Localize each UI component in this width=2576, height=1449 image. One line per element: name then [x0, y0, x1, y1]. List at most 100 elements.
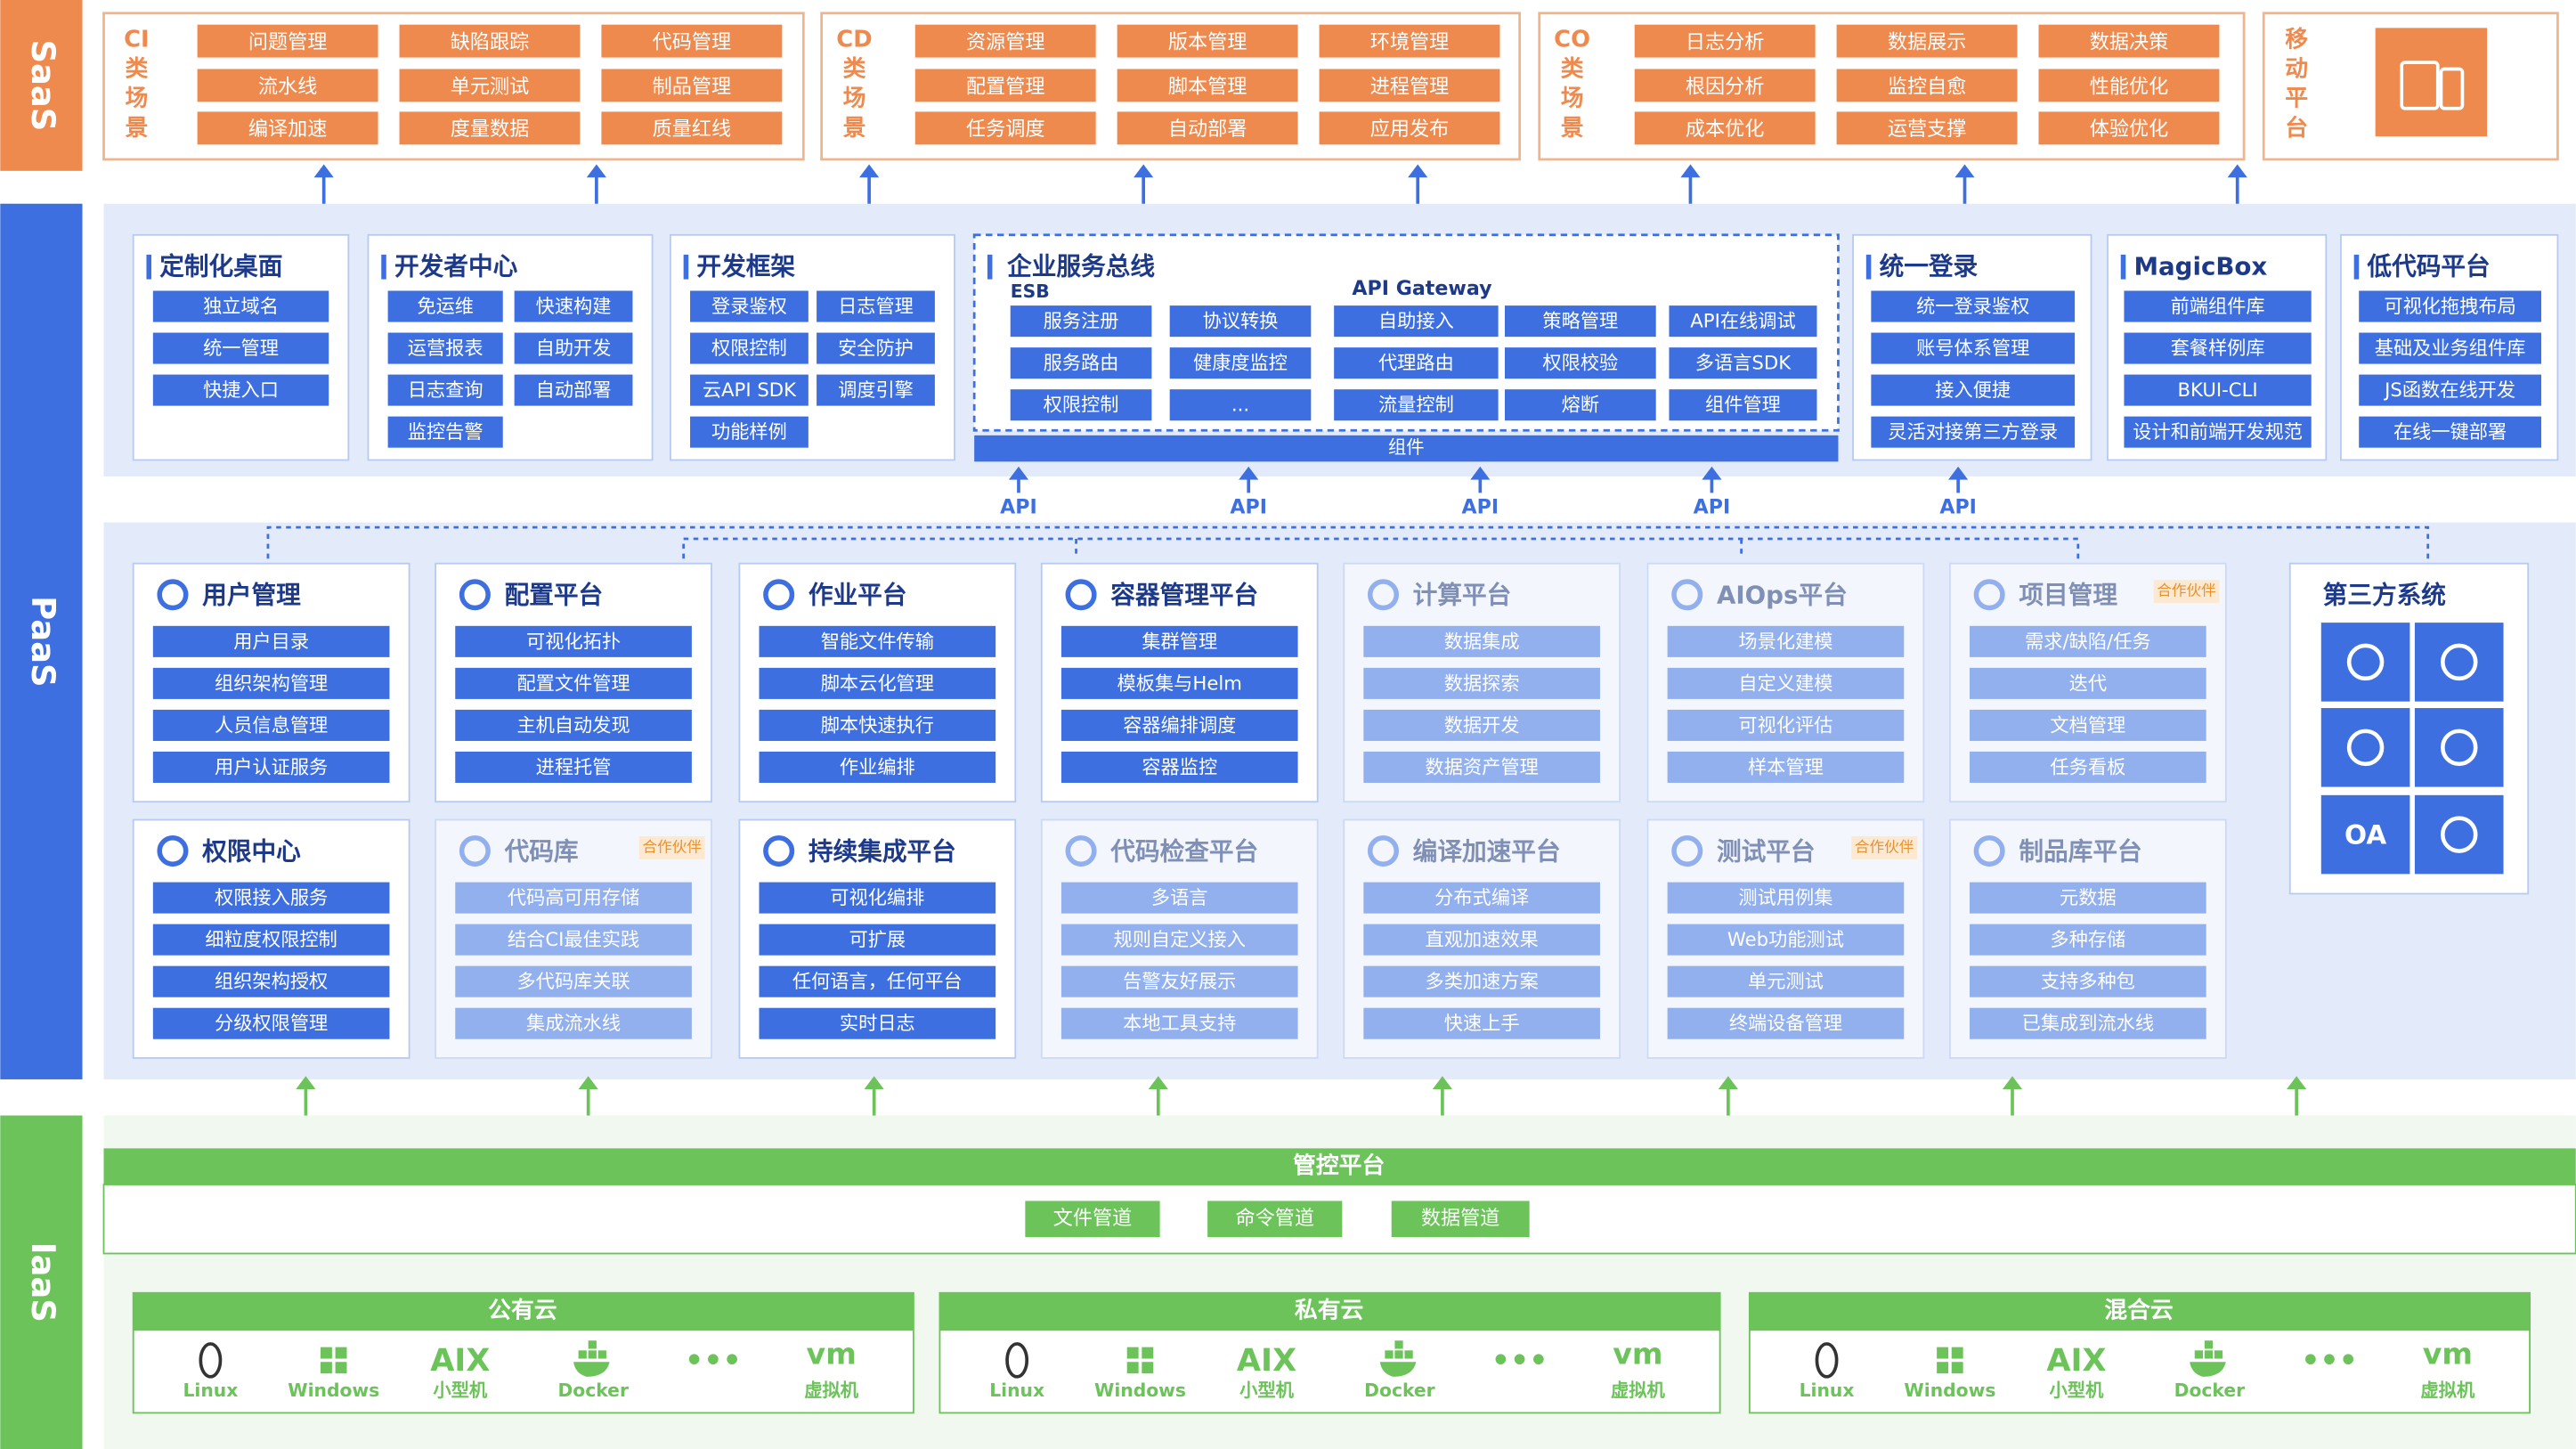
feature-item: [455, 965, 692, 997]
feature-item: [514, 332, 633, 364]
saas-item: [1634, 24, 1816, 58]
control-bar: [103, 1148, 2576, 1185]
feature-item: [1060, 751, 1298, 783]
saas-item: [1117, 69, 1298, 102]
module-title: 计算平台: [1413, 581, 1512, 610]
feature-item: [1169, 389, 1312, 421]
feature-item: [152, 290, 329, 322]
arrow-head: [1008, 466, 1029, 480]
platform-label: Docker: [1364, 1380, 1435, 1401]
feature-item-label: 可视化编排: [830, 887, 924, 909]
feature-item: [1667, 924, 1905, 956]
saas-item-label: 流水线: [258, 75, 317, 98]
module-title: 配置平台: [505, 581, 604, 610]
feature-item-label: 作业编排: [840, 756, 915, 778]
feature-item: [1363, 924, 1600, 956]
docker-icon: [588, 1340, 597, 1349]
module-title: 第三方系统: [2323, 581, 2446, 610]
feature-item-label: 代理路由: [1378, 353, 1454, 375]
saas-item-label: 资源管理: [966, 30, 1044, 53]
layer-band: [0, 0, 83, 171]
feature-item-label: 任何语言，任何平台: [792, 971, 963, 993]
platform-logo: •••: [2301, 1343, 2358, 1378]
pipe: [1391, 1201, 1530, 1238]
feature-item-label: 告警友好展示: [1123, 971, 1236, 993]
windows-icon: [320, 1347, 332, 1359]
partner-tag-label: 合作伙伴: [2157, 582, 2215, 599]
third-party-icon: [2414, 794, 2504, 875]
block-title: MagicBox: [2134, 252, 2268, 281]
feature-item: [455, 667, 692, 699]
api-label: API: [1694, 496, 1731, 519]
feature-item-label: 可视化拖拽布局: [2384, 296, 2515, 318]
feature-item: [1667, 882, 1905, 914]
saas-item: [1836, 111, 2018, 145]
feature-item: [1970, 709, 2206, 741]
platform-logo: vm: [2423, 1336, 2473, 1371]
arrow-head: [2287, 1076, 2307, 1090]
feature-item-label: 数据开发: [1444, 714, 1520, 737]
module-title: 持续集成平台: [809, 836, 956, 866]
feature-item: [1871, 416, 2076, 448]
feature-item: [1667, 625, 1905, 657]
feature-item-label: Web功能测试: [1727, 929, 1844, 951]
api-label: API: [1462, 496, 1499, 519]
saas-item-label: 应用发布: [1370, 118, 1450, 141]
platform-label: 虚拟机: [1611, 1380, 1666, 1401]
feature-item: [759, 965, 996, 997]
feature-item: [152, 1007, 390, 1039]
layer-label: IaaS: [24, 1242, 62, 1323]
layer-label: PaaS: [24, 596, 62, 687]
saas-item-label: 编译加速: [248, 118, 328, 141]
feature-item-label: 代码高可用存储: [508, 887, 639, 909]
feature-item-label: 云API SDK: [703, 379, 797, 402]
block-title: 低代码平台: [2366, 252, 2490, 281]
saas-item: [1634, 111, 1816, 145]
feature-item-label: 需求/缺陷/任务: [2025, 631, 2151, 653]
feature-item-label: 分级权限管理: [215, 1013, 328, 1035]
feature-item: [455, 625, 692, 657]
feature-item: [1010, 347, 1152, 379]
feature-item-label: 已集成到流水线: [2022, 1013, 2154, 1035]
feature-item-label: 样本管理: [1748, 756, 1824, 778]
feature-item-label: 文档管理: [2050, 714, 2125, 737]
saas-item: [197, 24, 378, 58]
saas-group-label: CD 类场景: [836, 26, 872, 142]
component-label: 组件: [1388, 436, 1425, 458]
partner-tag-label: 合作伙伴: [643, 838, 702, 855]
third-party-icon: [2414, 708, 2504, 787]
feature-item-label: 前端组件库: [2171, 296, 2265, 318]
linux-icon: [1815, 1342, 1839, 1379]
saas-item: [914, 24, 1096, 58]
platform-logo: •••: [1491, 1343, 1548, 1378]
feature-item-label: 自助接入: [1378, 311, 1454, 333]
feature-item: [2359, 290, 2541, 322]
docker-icon: [2204, 1340, 2214, 1349]
module-title: 编译加速平台: [1413, 836, 1561, 866]
saas-item-label: 任务调度: [966, 118, 1044, 141]
feature-item-label: 流量控制: [1378, 395, 1454, 417]
feature-item-label: 独立域名: [203, 296, 279, 318]
layer-label: SaaS: [24, 39, 62, 131]
module-icon: [1671, 579, 1703, 611]
saas-item: [914, 69, 1096, 102]
windows-icon: [1937, 1347, 1949, 1359]
feature-item: [1667, 1007, 1905, 1039]
feature-item: [1169, 347, 1312, 379]
feature-item-label: 迭代: [2069, 672, 2107, 695]
feature-item: [152, 667, 390, 699]
feature-item: [1970, 625, 2206, 657]
saas-item-label: 配置管理: [966, 75, 1044, 98]
windows-icon: [335, 1362, 347, 1374]
feature-item: [1060, 965, 1298, 997]
feature-item-label: 测试用例集: [1738, 887, 1832, 909]
saas-item-label: 数据决策: [2090, 30, 2169, 53]
feature-item: [759, 751, 996, 783]
feature-item-label: 可视化评估: [1738, 714, 1832, 737]
feature-item-label: 登录鉴权: [711, 296, 787, 318]
feature-item: [2359, 416, 2541, 448]
feature-item-label: 统一管理: [203, 338, 279, 360]
module-icon: [157, 579, 189, 611]
module-title: 权限中心: [201, 836, 301, 866]
linux-icon: [199, 1342, 223, 1379]
